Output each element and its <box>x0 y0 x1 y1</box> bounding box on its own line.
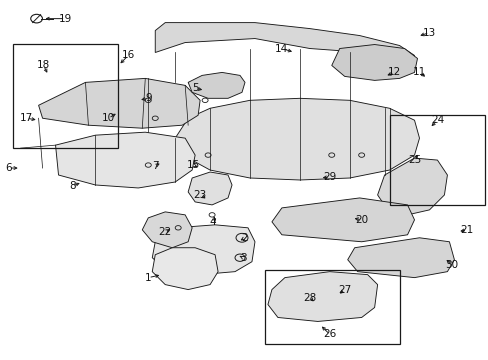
Bar <box>264 270 399 345</box>
Polygon shape <box>271 198 414 242</box>
Text: 19: 19 <box>59 14 72 24</box>
Text: 20: 20 <box>354 215 367 225</box>
Text: 10: 10 <box>102 113 115 123</box>
Text: 30: 30 <box>444 260 457 270</box>
Text: 1: 1 <box>144 273 151 283</box>
Bar <box>13 44 118 148</box>
Text: 17: 17 <box>20 113 33 123</box>
Text: 2: 2 <box>241 233 248 243</box>
Text: 26: 26 <box>323 329 336 339</box>
Text: 27: 27 <box>337 284 350 294</box>
Text: 9: 9 <box>144 93 151 103</box>
Polygon shape <box>175 98 419 180</box>
Bar <box>389 115 484 205</box>
Text: 24: 24 <box>430 115 443 125</box>
Polygon shape <box>188 72 244 98</box>
Text: 29: 29 <box>323 172 336 182</box>
Polygon shape <box>39 78 200 128</box>
Text: 25: 25 <box>407 155 420 165</box>
Polygon shape <box>155 23 414 68</box>
Text: 14: 14 <box>275 44 288 54</box>
Text: 22: 22 <box>158 227 171 237</box>
Polygon shape <box>377 158 447 215</box>
Polygon shape <box>188 172 232 205</box>
Polygon shape <box>347 238 453 278</box>
Polygon shape <box>152 225 254 275</box>
Text: 15: 15 <box>186 160 200 170</box>
Polygon shape <box>142 212 192 248</box>
Text: 7: 7 <box>152 161 158 171</box>
Text: 3: 3 <box>239 253 246 263</box>
Polygon shape <box>331 45 417 80</box>
Text: 8: 8 <box>69 181 76 191</box>
Text: 16: 16 <box>122 50 135 60</box>
Polygon shape <box>56 132 195 188</box>
Polygon shape <box>267 272 377 321</box>
Text: 23: 23 <box>193 190 206 200</box>
Text: 6: 6 <box>5 163 12 173</box>
Text: 13: 13 <box>422 28 435 37</box>
Text: 12: 12 <box>387 67 400 77</box>
Text: 21: 21 <box>460 225 473 235</box>
Text: 28: 28 <box>303 293 316 302</box>
Text: 5: 5 <box>191 84 198 93</box>
Text: 11: 11 <box>412 67 425 77</box>
Text: 4: 4 <box>209 217 216 227</box>
Polygon shape <box>152 248 218 289</box>
Text: 18: 18 <box>37 60 50 71</box>
